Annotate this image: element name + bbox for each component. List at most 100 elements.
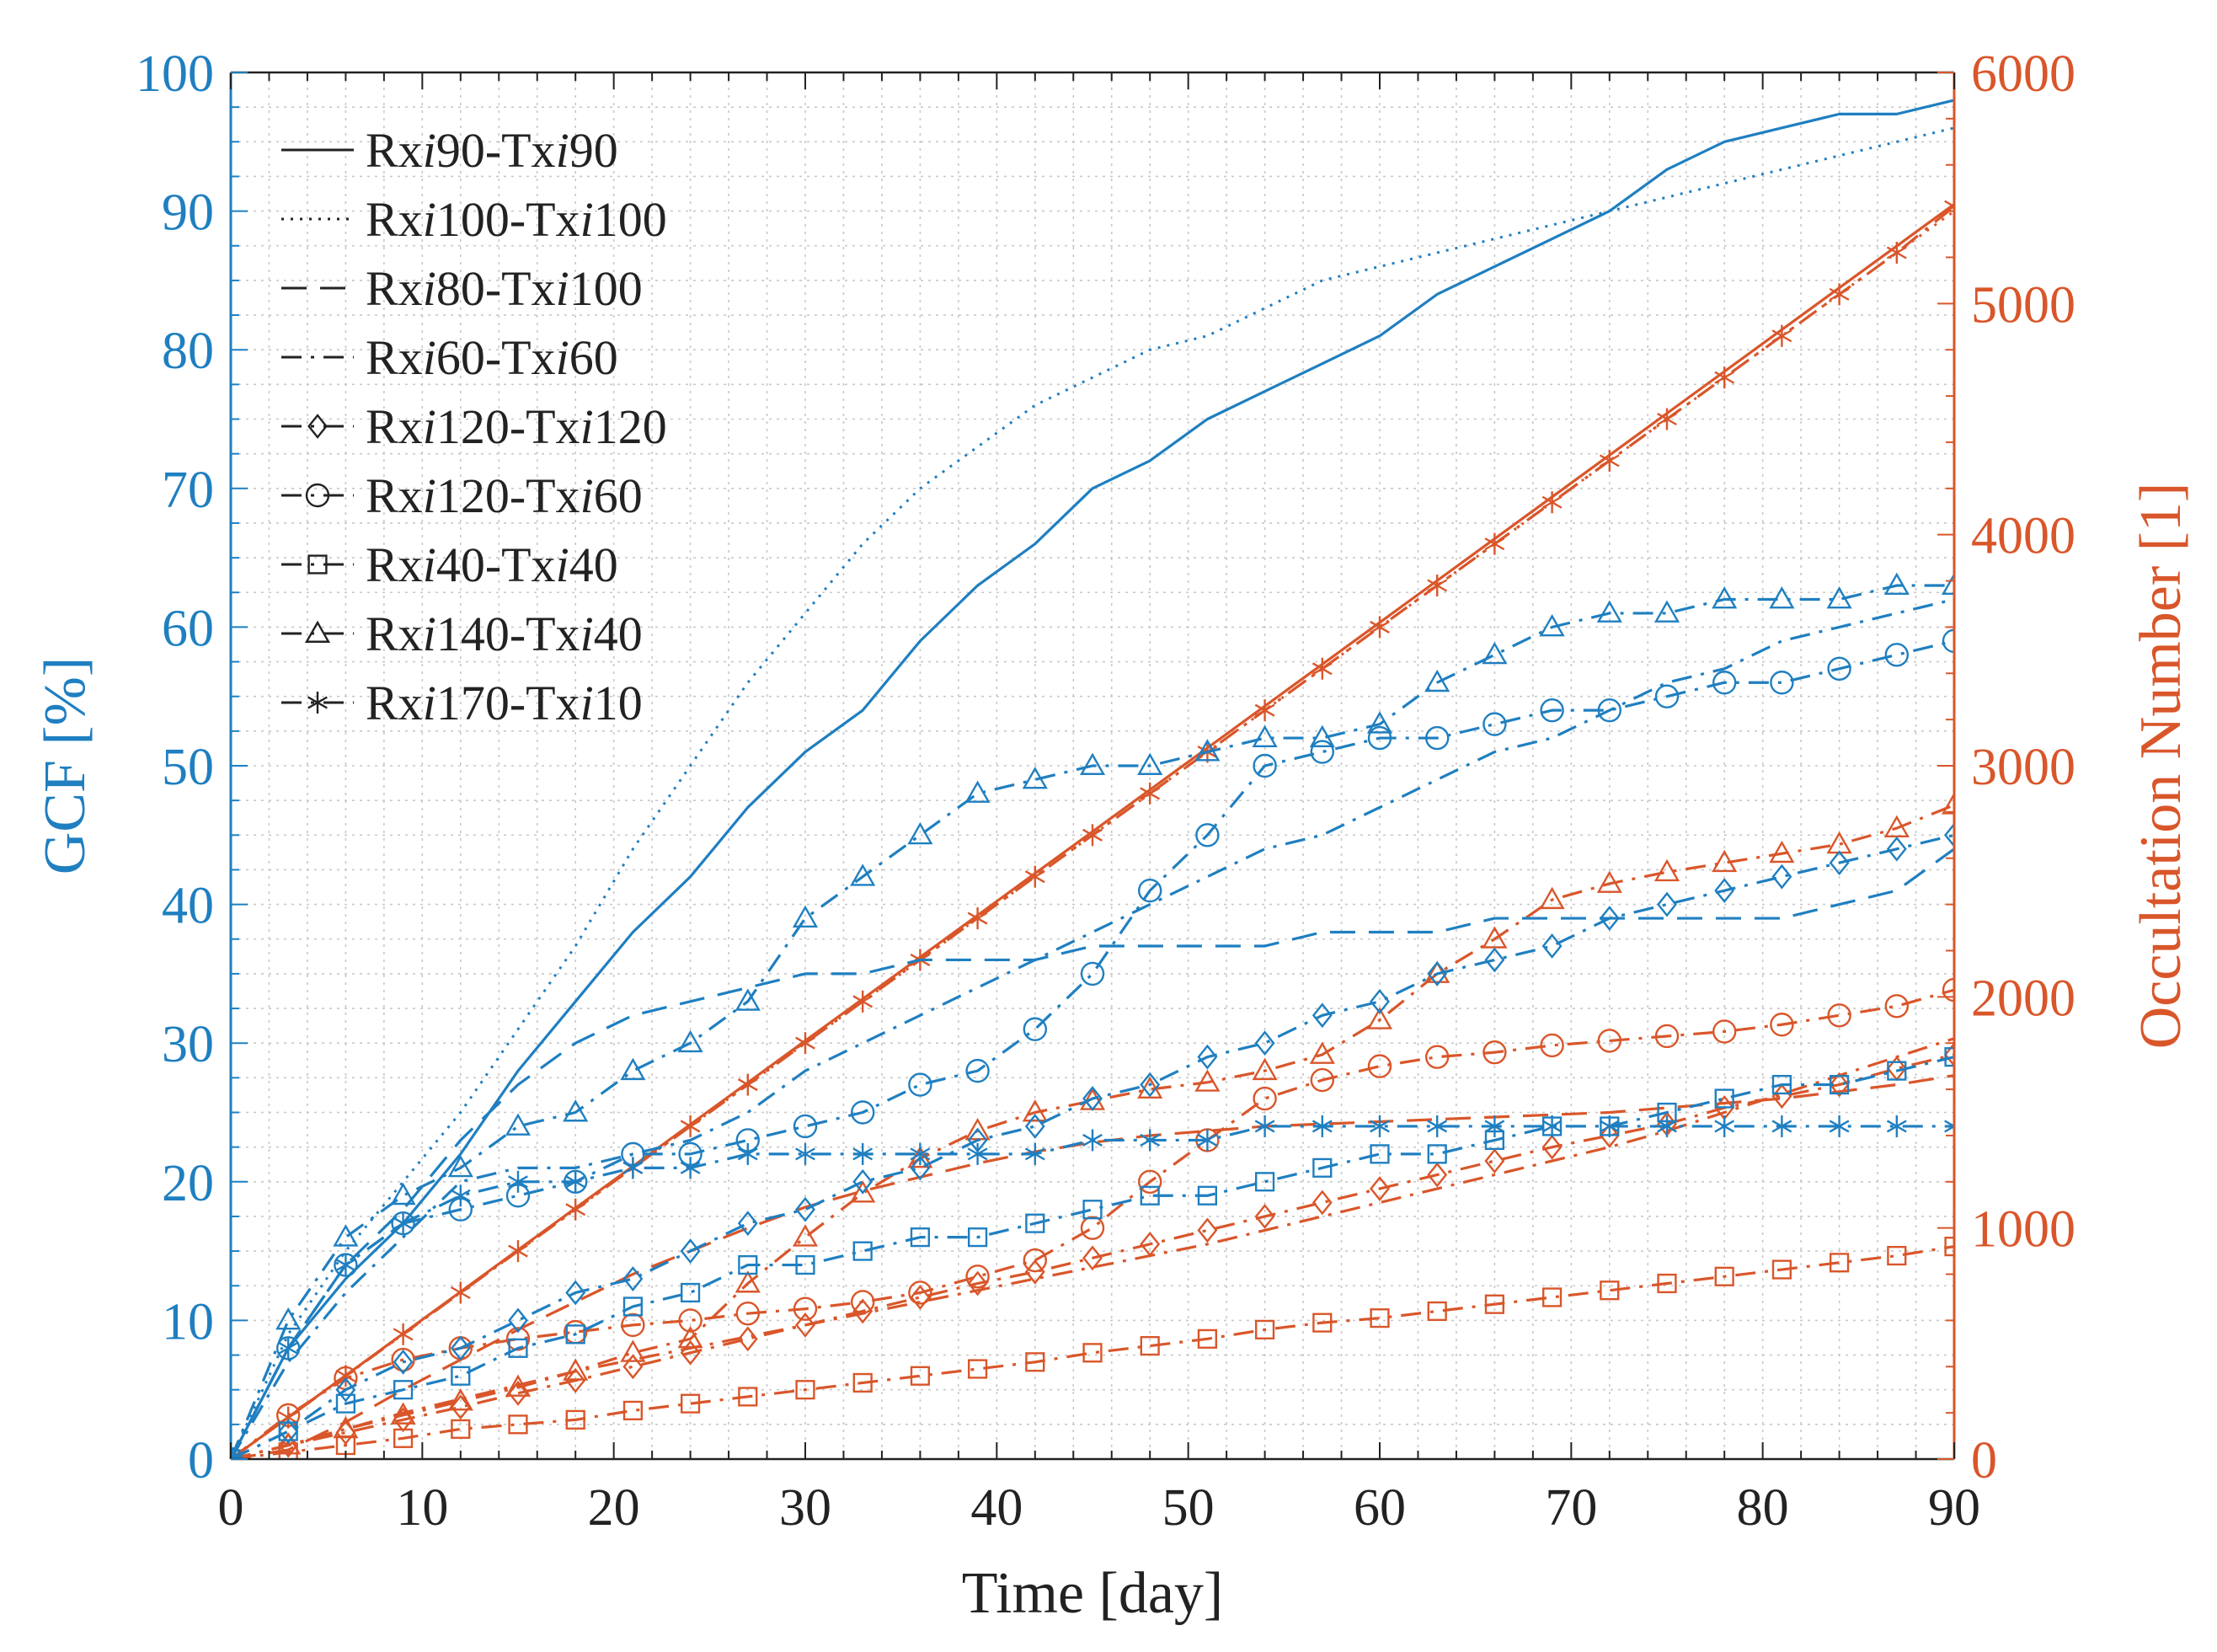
occultation-point-rxi40-txi40: [910, 1366, 930, 1386]
x-axis-title: Time [day]: [962, 1561, 1223, 1626]
gcf-point-rxi120-txi60: [1942, 628, 1954, 654]
legend-label-rxi120-txi120: Rxi120-Txi120: [366, 399, 667, 454]
star-stroke: [1024, 1147, 1045, 1161]
occultation-point-rxi120-txi60: [1482, 1040, 1507, 1065]
gcf-point-rxi40-txi40: [1370, 1144, 1390, 1164]
gcf-point-rxi170-txi10: [795, 1142, 815, 1165]
occultation-point-rxi140-txi40: [1539, 886, 1565, 910]
gcf-point-rxi120-txi60: [965, 1058, 990, 1083]
occultation-point-rxi140-txi40: [1309, 1041, 1335, 1064]
y-left-tick-label: 100: [136, 45, 214, 103]
occultation-point-rxi40-txi40: [1657, 1273, 1677, 1294]
occultation-point-rxi40-txi40: [1082, 1343, 1103, 1363]
occultation-point-rxi170-txi10: [1312, 657, 1333, 680]
legend-marker-rxi120-txi60: [305, 483, 330, 508]
occultation-point-rxi140-txi40: [1712, 849, 1738, 873]
gcf-point-rxi40-txi40: [1944, 1047, 1954, 1067]
star-stroke: [1484, 1120, 1505, 1133]
star-stroke: [1140, 1133, 1161, 1147]
star-stroke: [795, 1036, 815, 1050]
occultation-point-rxi40-txi40: [852, 1372, 873, 1393]
star-stroke: [1829, 287, 1850, 301]
star-stroke: [335, 1369, 356, 1382]
occultation-point-rxi120-txi120: [1484, 1148, 1505, 1174]
star-stroke: [680, 1120, 701, 1133]
gcf-point-rxi120-txi120: [680, 1238, 701, 1264]
occultation-point-rxi120-txi60: [1654, 1024, 1680, 1049]
gcf-point-rxi140-txi40: [390, 1182, 416, 1206]
occultation-point-rxi170-txi10: [852, 990, 873, 1013]
y-left-tick-label: 20: [162, 1155, 214, 1212]
gcf-point-rxi170-txi10: [1370, 1115, 1390, 1137]
gcf-point-rxi120-txi60: [1770, 671, 1794, 695]
gcf-point-rxi170-txi10: [1714, 1115, 1735, 1137]
x-tick-label: 70: [1545, 1479, 1597, 1537]
gcf-point-rxi120-txi60: [1827, 656, 1851, 681]
star-stroke: [565, 1175, 586, 1189]
gcf-point-rxi120-txi60: [1253, 753, 1277, 778]
occultation-point-rxi40-txi40: [1944, 1237, 1954, 1257]
gcf-point-rxi170-txi10: [1657, 1115, 1677, 1137]
star-stroke: [1370, 1120, 1390, 1133]
occultation-point-rxi120-txi120: [1197, 1217, 1218, 1243]
occultation-point-rxi120-txi60: [1770, 1013, 1794, 1037]
occultation-point-rxi40-txi40: [1025, 1352, 1045, 1372]
star-stroke: [680, 1161, 701, 1174]
gcf-point-rxi40-txi40: [795, 1254, 815, 1275]
gcf-point-rxi40-txi40: [451, 1366, 471, 1386]
gcf-point-rxi140-txi40: [1079, 752, 1106, 775]
gcf-point-rxi140-txi40: [1366, 711, 1393, 734]
gcf-point-rxi170-txi10: [1484, 1115, 1505, 1137]
occultation-point-rxi120-txi120: [1944, 1041, 1954, 1067]
gcf-point-rxi170-txi10: [565, 1170, 586, 1193]
star-stroke: [1944, 1120, 1954, 1128]
gcf-point-rxi120-txi120: [1944, 822, 1954, 848]
occultation-point-rxi140-txi40: [1022, 1099, 1048, 1122]
gcf-point-rxi170-txi10: [852, 1142, 873, 1165]
star-stroke: [508, 1244, 528, 1258]
occultation-point-rxi120-txi120: [1427, 1162, 1448, 1188]
gcf-point-rxi170-txi10: [1599, 1115, 1620, 1137]
y-left-tick-label: 90: [162, 184, 214, 242]
star-stroke: [1484, 537, 1505, 551]
occultation-point-rxi140-txi40: [1941, 792, 1954, 815]
occultation-point-rxi120-txi60: [1253, 1086, 1277, 1111]
occultation-line-rxi140-txi40: [231, 804, 1954, 1459]
occultation-point-rxi40-txi40: [393, 1428, 414, 1448]
occultation-point-rxi140-txi40: [333, 1415, 359, 1439]
gcf-series-group: [231, 99, 1954, 1459]
x-tick-label: 40: [970, 1479, 1023, 1537]
gcf-point-rxi170-txi10: [737, 1142, 758, 1165]
occultation-point-rxi40-txi40: [1600, 1280, 1620, 1301]
star-stroke: [1082, 828, 1103, 842]
y-axis-right-title: Occultation Number [1]: [2129, 483, 2193, 1050]
occultation-point-rxi40-txi40: [1714, 1266, 1734, 1286]
gcf-point-rxi120-txi60: [1654, 684, 1680, 708]
occultation-line-rxi120-txi60: [231, 988, 1954, 1459]
legend-marker-rxi140-txi40: [304, 620, 331, 643]
star-stroke: [1657, 1120, 1677, 1133]
gcf-point-rxi120-txi120: [1657, 891, 1677, 917]
occultation-point-rxi170-txi10: [450, 1281, 471, 1304]
star-stroke: [1886, 1120, 1907, 1133]
gcf-point-rxi120-txi120: [1197, 1044, 1218, 1070]
gcf-point-rxi140-txi40: [1252, 724, 1278, 748]
star-stroke: [1771, 1120, 1792, 1133]
occultation-line-rxi60-txi60: [231, 1037, 1954, 1459]
star-stroke: [622, 1161, 644, 1174]
occultation-line-rxi40-txi40: [231, 1245, 1954, 1459]
x-tick-label: 0: [218, 1479, 244, 1537]
star-stroke: [1657, 412, 1677, 426]
occultation-point-rxi170-txi10: [1541, 491, 1563, 514]
gcf-point-rxi170-txi10: [622, 1157, 644, 1179]
x-tick-label: 20: [588, 1479, 640, 1537]
occultation-point-rxi40-txi40: [681, 1393, 701, 1414]
gcf-point-rxi120-txi120: [450, 1335, 471, 1361]
gcf-point-rxi140-txi40: [1826, 586, 1852, 609]
star-stroke: [450, 1286, 471, 1300]
gcf-point-rxi120-txi120: [1541, 933, 1563, 959]
star-stroke: [508, 1175, 528, 1189]
star-stroke: [1944, 205, 1954, 213]
legend-label-rxi80-txi100: Rxi80-Txi100: [366, 261, 643, 316]
y-right-tick-label: 4000: [1971, 508, 2075, 565]
